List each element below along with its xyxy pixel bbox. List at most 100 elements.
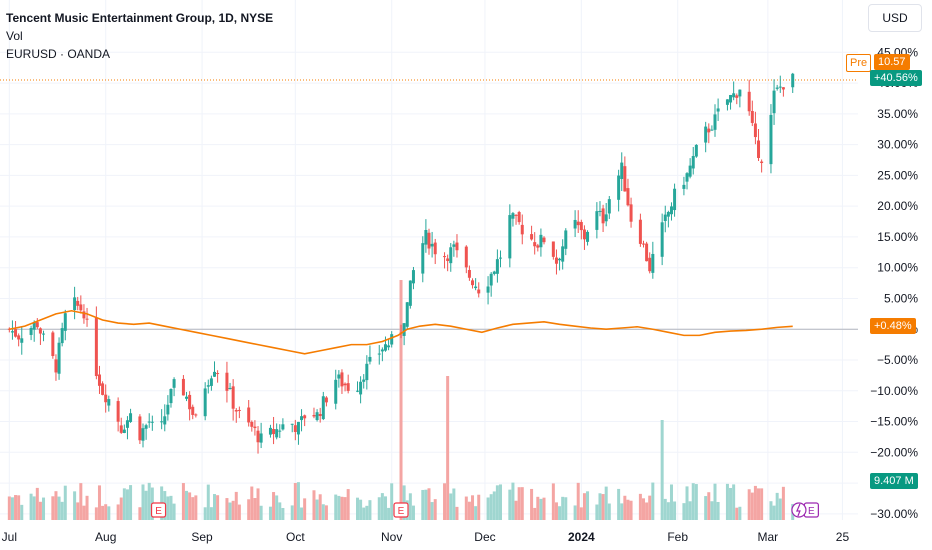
- volume-bar: [116, 504, 120, 520]
- candle-body: [514, 214, 518, 216]
- candle-body: [163, 416, 167, 425]
- volume-bar: [185, 490, 189, 520]
- volume-bar: [694, 484, 698, 520]
- eurusd-line: [9, 309, 793, 355]
- candle-body: [281, 424, 285, 430]
- candle-body: [141, 428, 145, 441]
- volume-bar: [710, 501, 714, 520]
- volume-bar: [272, 492, 276, 520]
- volume-bar: [82, 505, 86, 520]
- legend-volume[interactable]: Vol: [6, 29, 23, 43]
- volume-bar: [122, 488, 126, 520]
- x-tick-label: Nov: [381, 530, 402, 544]
- candle-body: [185, 396, 189, 399]
- flash-icon[interactable]: [791, 502, 807, 518]
- volume-bar: [685, 486, 689, 520]
- x-tick-label: 25: [836, 530, 850, 544]
- candle-body: [561, 246, 565, 262]
- volume-bar: [750, 492, 754, 520]
- volume-bar: [520, 487, 524, 520]
- volume-bar: [626, 499, 630, 520]
- candle-body: [735, 95, 739, 98]
- volume-bar: [228, 502, 232, 520]
- candle-body: [666, 211, 670, 217]
- candle-body: [446, 258, 450, 261]
- candle-body: [234, 410, 238, 412]
- volume-bar: [455, 506, 459, 520]
- volume-bar: [729, 487, 733, 520]
- candle-body: [122, 429, 126, 434]
- candle-body: [738, 89, 742, 97]
- candle-body: [82, 311, 86, 319]
- volume-bar: [169, 495, 173, 520]
- candle-body: [63, 313, 67, 331]
- volume-bar: [725, 483, 729, 520]
- volume-bar: [368, 500, 372, 520]
- candle-body: [449, 247, 453, 264]
- candle-body: [533, 242, 537, 247]
- candle-body: [20, 338, 24, 343]
- candle-body: [144, 425, 148, 429]
- volume-bar: [495, 485, 499, 520]
- pre-market-label: Pre: [846, 54, 872, 72]
- currency-button[interactable]: USD: [868, 4, 922, 32]
- main-change-tag: +40.56%: [870, 70, 922, 86]
- candle-body: [704, 126, 708, 143]
- x-tick-label: Sep: [191, 530, 213, 544]
- earnings-marker-mar[interactable]: E: [803, 502, 819, 518]
- earnings-marker-nov[interactable]: E: [393, 502, 409, 518]
- candle-body: [486, 286, 490, 293]
- y-tick-label: −30.00%: [870, 507, 918, 521]
- volume-bar: [564, 497, 568, 520]
- candle-body: [166, 404, 170, 415]
- candle-body: [101, 383, 105, 395]
- volume-bar: [554, 502, 558, 520]
- candle-body: [259, 433, 263, 443]
- volume-bar: [231, 500, 235, 520]
- volume-bar: [290, 505, 294, 520]
- volume-bar: [365, 505, 369, 520]
- volume-bar: [97, 485, 101, 520]
- candle-body: [203, 388, 207, 417]
- volume-bar: [138, 507, 142, 520]
- candle-body: [29, 328, 33, 335]
- candle-body: [477, 289, 481, 294]
- volume-bar: [57, 496, 61, 520]
- volume-bar: [586, 491, 590, 520]
- volume-bar: [296, 482, 300, 520]
- volume-bar: [377, 497, 381, 520]
- volume-bar: [561, 496, 565, 520]
- volume-bar: [738, 506, 742, 520]
- candle-body: [116, 401, 120, 422]
- candle-body: [321, 396, 325, 420]
- candle-body: [60, 328, 64, 344]
- legend-title[interactable]: Tencent Music Entertainment Group, 1D, N…: [6, 11, 274, 25]
- chart-legend: Tencent Music Entertainment Group, 1D, N…: [6, 9, 273, 63]
- candle-body: [188, 394, 192, 410]
- volume-bar: [598, 493, 602, 520]
- candle-body: [250, 421, 254, 427]
- candle-body: [94, 317, 98, 377]
- volume-bar: [421, 489, 425, 520]
- x-tick-label: Aug: [95, 530, 116, 544]
- volume-bar: [380, 493, 384, 520]
- legend-compare[interactable]: EURUSD · OANDA: [6, 47, 111, 61]
- y-tick-label: −5.00%: [877, 353, 918, 367]
- volume-bar: [648, 495, 652, 520]
- volume-bar: [772, 505, 776, 520]
- volume-bar: [253, 498, 257, 520]
- earnings-marker-aug[interactable]: E: [150, 502, 167, 518]
- volume-bar: [682, 503, 686, 520]
- volume-bar: [7, 496, 11, 520]
- candle-body: [474, 286, 478, 289]
- candle-body: [638, 219, 642, 244]
- candle-body: [421, 243, 425, 274]
- candle-body: [642, 243, 645, 245]
- volume-bar: [489, 494, 493, 520]
- candle-body: [489, 273, 493, 286]
- candle-body: [365, 363, 369, 381]
- volume-bar: [166, 496, 170, 520]
- volume-bar: [32, 496, 36, 520]
